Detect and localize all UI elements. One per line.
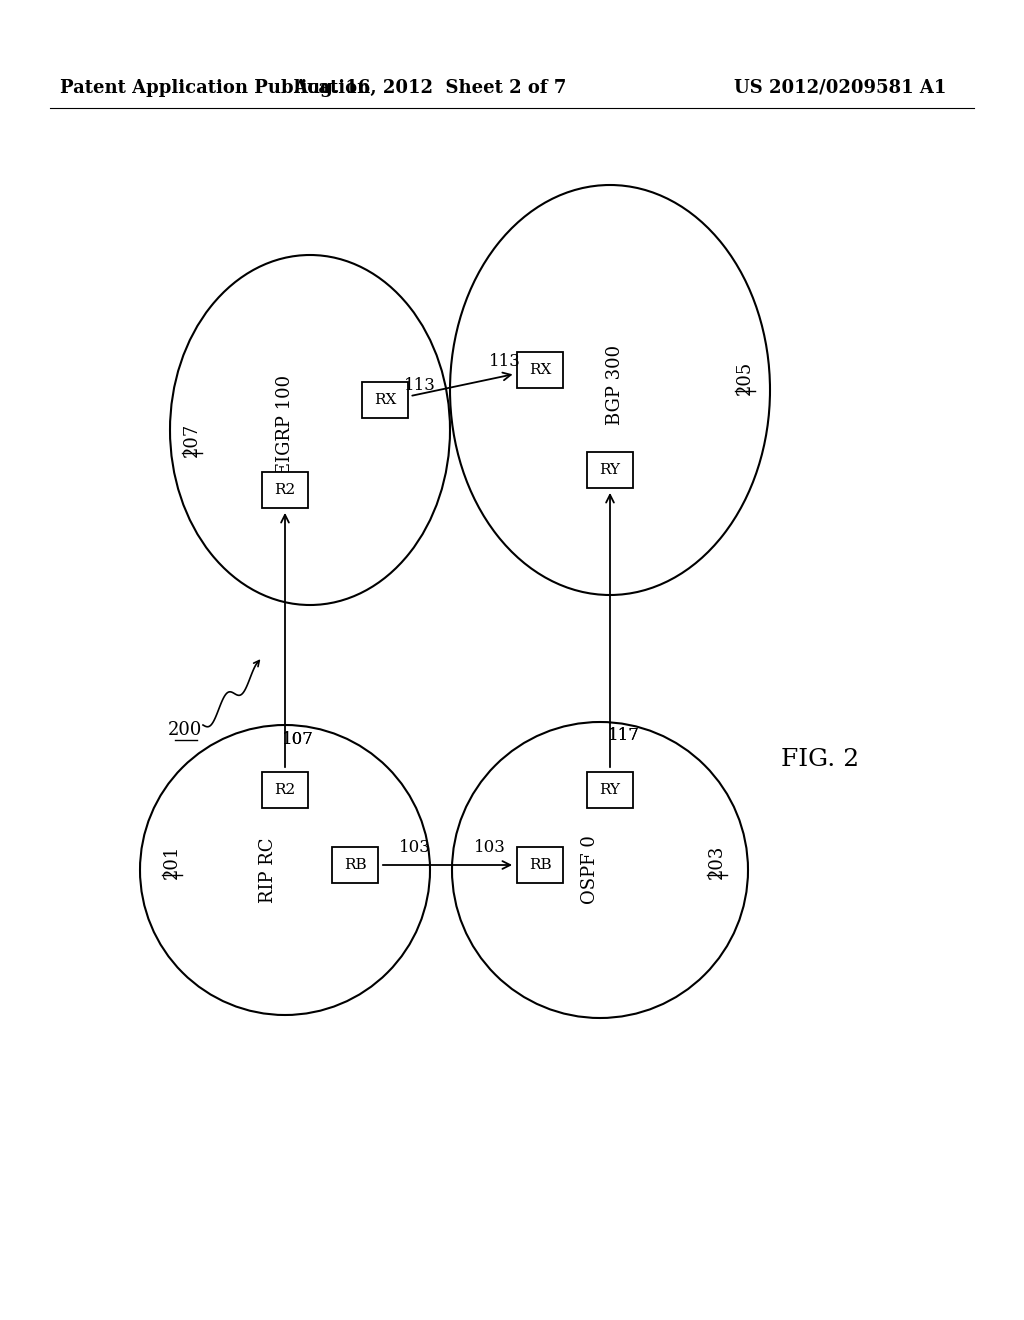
Text: 107: 107 bbox=[282, 731, 314, 748]
Text: RY: RY bbox=[599, 783, 621, 797]
Text: RY: RY bbox=[599, 463, 621, 477]
Text: EIGRP 100: EIGRP 100 bbox=[276, 375, 294, 475]
Text: 117: 117 bbox=[608, 726, 640, 743]
Text: RIP RC: RIP RC bbox=[259, 837, 278, 903]
Text: 203: 203 bbox=[708, 845, 726, 879]
FancyBboxPatch shape bbox=[517, 352, 563, 388]
Text: 103: 103 bbox=[474, 838, 506, 855]
FancyBboxPatch shape bbox=[587, 772, 633, 808]
FancyBboxPatch shape bbox=[262, 772, 308, 808]
Text: 207: 207 bbox=[183, 422, 201, 457]
FancyBboxPatch shape bbox=[332, 847, 378, 883]
FancyBboxPatch shape bbox=[517, 847, 563, 883]
Text: 201: 201 bbox=[163, 845, 181, 879]
Text: RB: RB bbox=[344, 858, 367, 873]
Text: OSPF 0: OSPF 0 bbox=[581, 836, 599, 904]
Text: RX: RX bbox=[374, 393, 396, 407]
Text: RX: RX bbox=[528, 363, 551, 378]
Text: RB: RB bbox=[528, 858, 551, 873]
Text: R2: R2 bbox=[274, 483, 296, 498]
Text: 200: 200 bbox=[168, 721, 202, 739]
Text: BGP 300: BGP 300 bbox=[606, 345, 624, 425]
Text: 103: 103 bbox=[399, 838, 431, 855]
Text: Patent Application Publication: Patent Application Publication bbox=[60, 79, 371, 96]
Text: R2: R2 bbox=[274, 783, 296, 797]
Text: FIG. 2: FIG. 2 bbox=[781, 748, 859, 771]
Text: 113: 113 bbox=[404, 376, 436, 393]
FancyBboxPatch shape bbox=[262, 473, 308, 508]
FancyBboxPatch shape bbox=[587, 451, 633, 488]
FancyBboxPatch shape bbox=[362, 381, 408, 418]
Text: 113: 113 bbox=[489, 354, 521, 371]
Text: 117: 117 bbox=[608, 726, 640, 743]
Text: 107: 107 bbox=[282, 731, 314, 748]
Text: 205: 205 bbox=[736, 360, 754, 395]
Text: Aug. 16, 2012  Sheet 2 of 7: Aug. 16, 2012 Sheet 2 of 7 bbox=[293, 79, 566, 96]
Text: US 2012/0209581 A1: US 2012/0209581 A1 bbox=[734, 79, 946, 96]
